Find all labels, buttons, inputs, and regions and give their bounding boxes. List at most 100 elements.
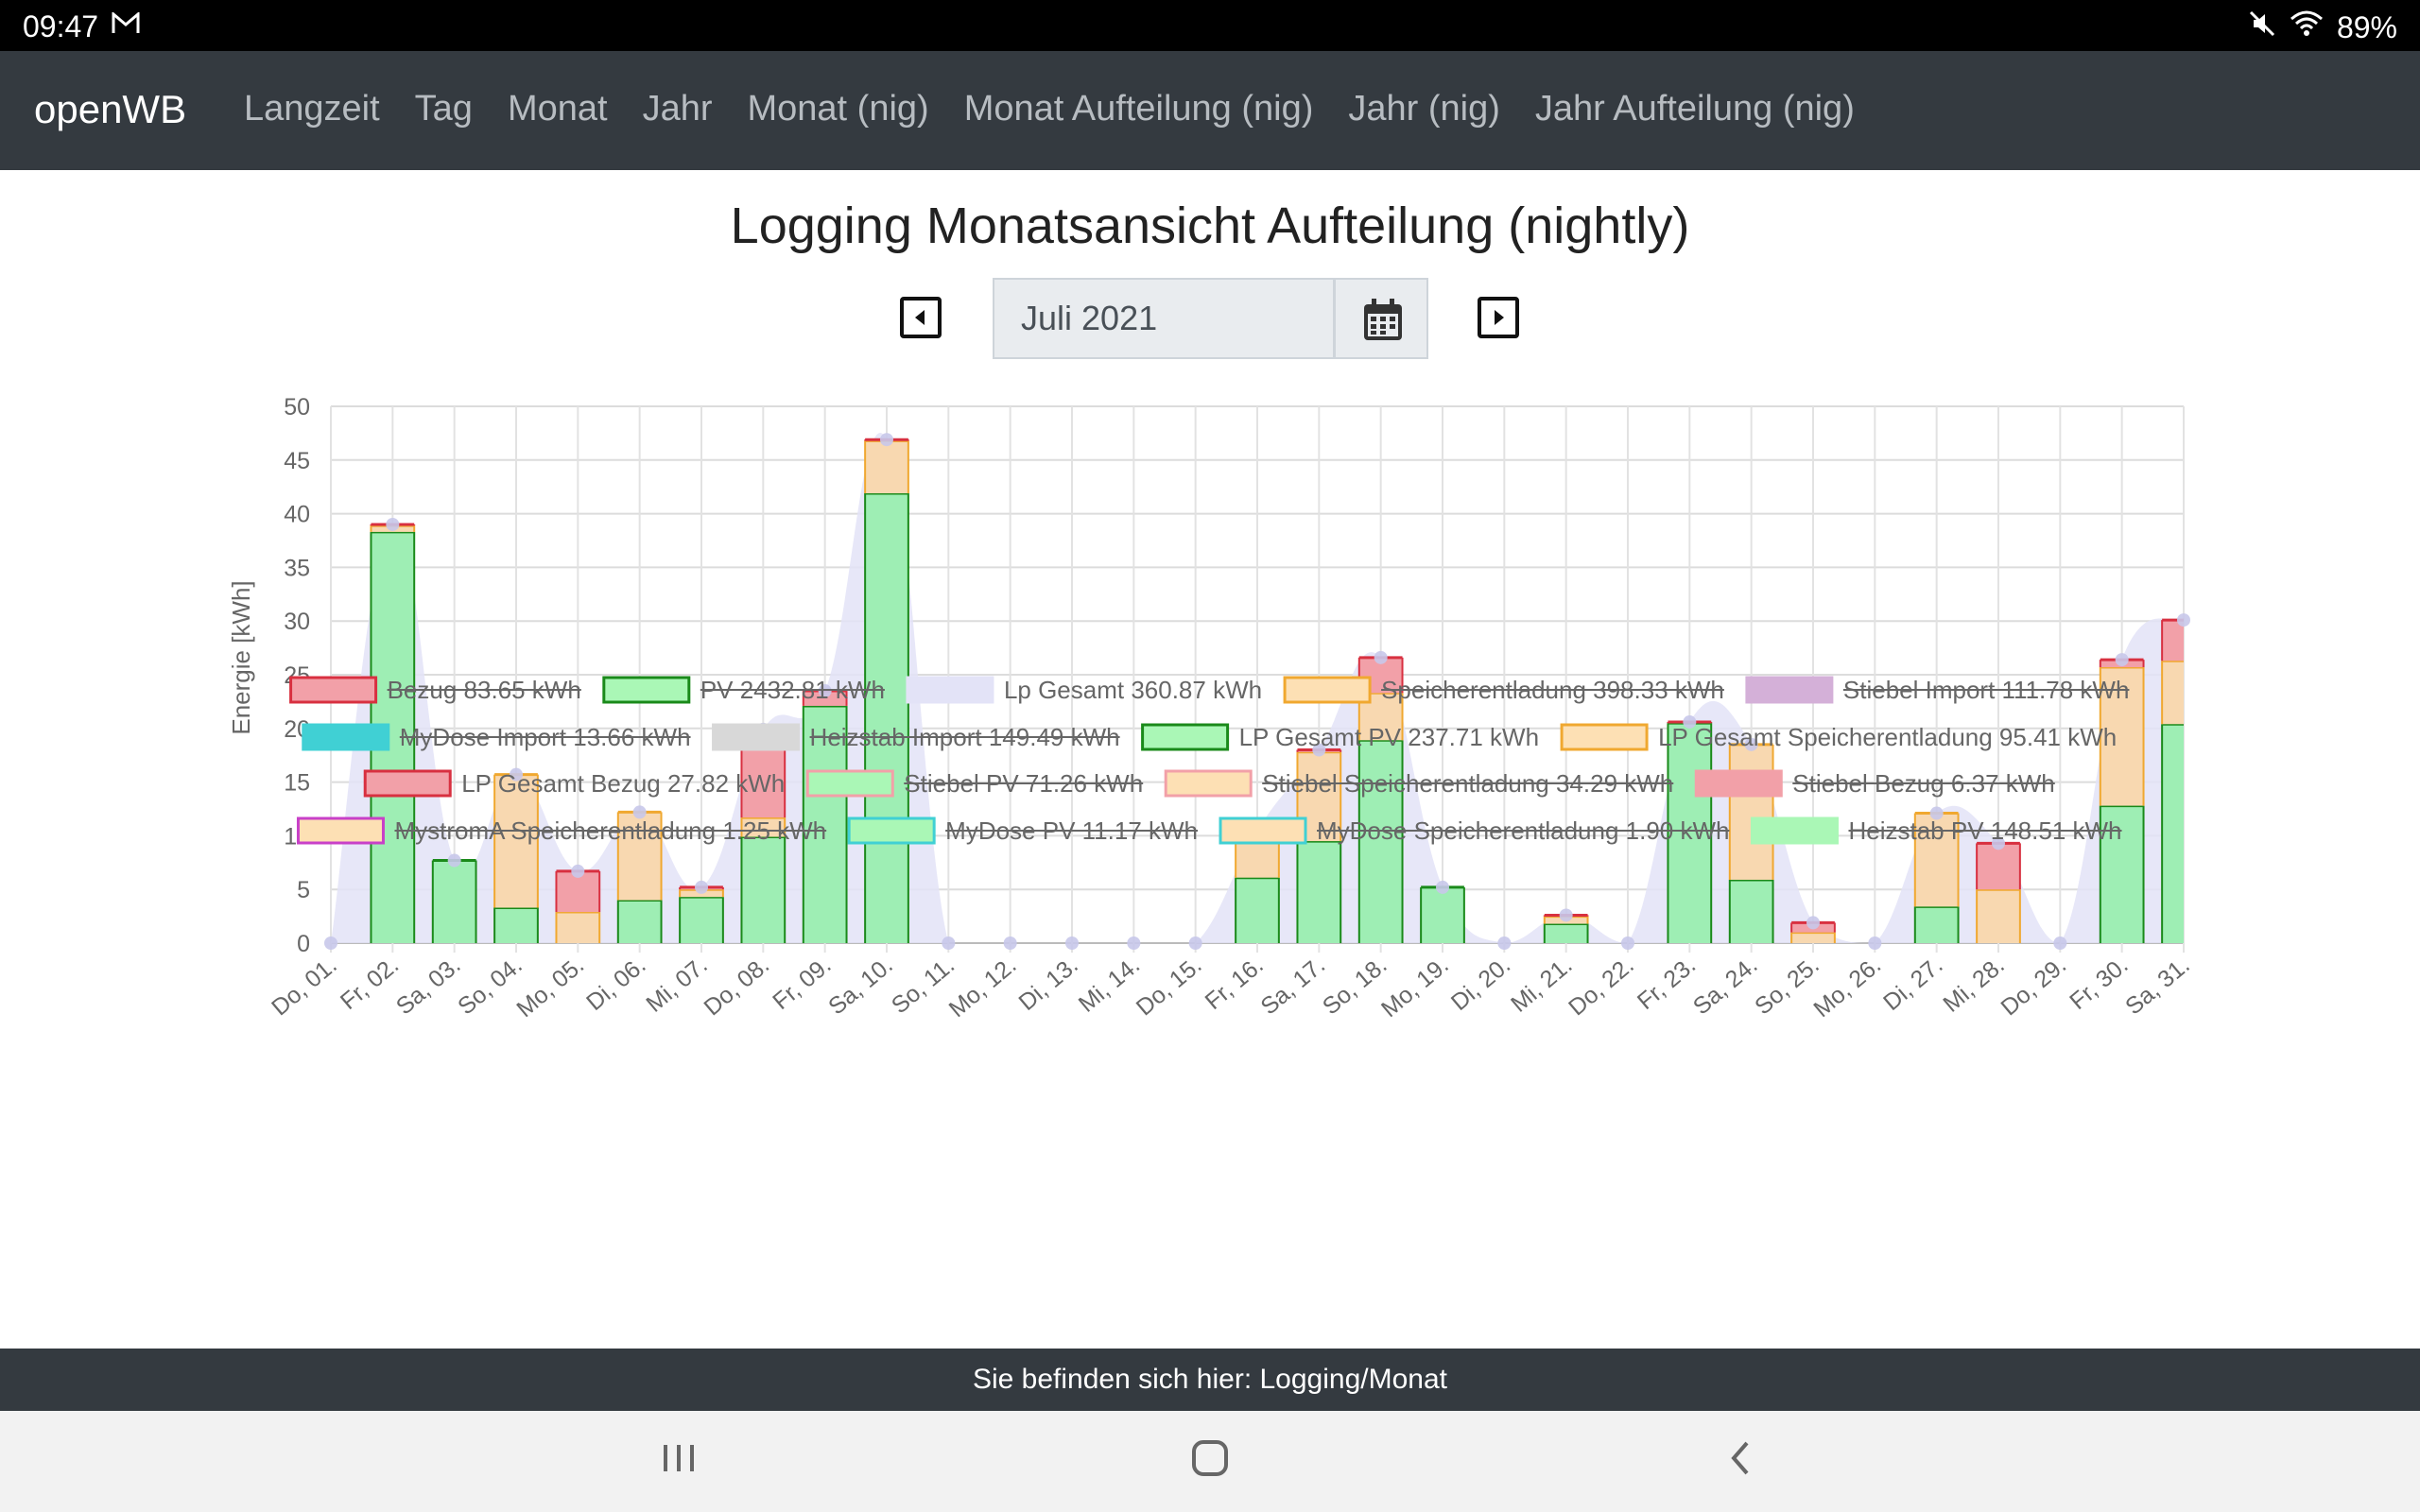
legend-item[interactable]: MystromA Speicherentladung 1.25 kWh bbox=[296, 816, 827, 845]
bar-lp-pv bbox=[741, 836, 786, 943]
bar-lp-pv bbox=[1544, 923, 1588, 943]
nav-link-tag[interactable]: Tag bbox=[414, 89, 473, 129]
lp-gesamt-point bbox=[2177, 613, 2190, 627]
legend-item[interactable]: Stiebel Speicherentladung 34.29 kWh bbox=[1164, 769, 1674, 798]
x-tick-label: So, 25. bbox=[1750, 952, 1824, 1020]
y-tick-label: 0 bbox=[297, 931, 310, 957]
legend-item[interactable]: LP Gesamt Bezug 27.82 kWh bbox=[363, 769, 785, 798]
month-input[interactable]: Juli 2021 bbox=[993, 278, 1335, 359]
legend-item[interactable]: LP Gesamt PV 237.71 kWh bbox=[1141, 723, 1539, 751]
x-tick-label: Sa, 31. bbox=[2120, 952, 2195, 1020]
bar-lp-pv bbox=[1914, 906, 1959, 943]
nav-link-monat[interactable]: Monat bbox=[507, 89, 608, 129]
recent-apps-button[interactable] bbox=[660, 1439, 698, 1482]
lp-gesamt-point bbox=[1497, 936, 1512, 950]
legend-swatch bbox=[363, 769, 452, 798]
legend-label: LP Gesamt Speicherentladung 95.41 kWh bbox=[1658, 723, 2117, 751]
next-month-button[interactable] bbox=[1478, 297, 1519, 338]
lp-gesamt-point bbox=[1312, 743, 1326, 757]
nav-link-monat-nig[interactable]: Monat (nig) bbox=[747, 89, 929, 129]
lp-gesamt-point bbox=[1065, 936, 1079, 950]
lp-gesamt-point bbox=[1559, 908, 1573, 922]
lp-gesamt-point bbox=[1436, 880, 1449, 894]
bar-lp-bezug bbox=[1977, 843, 2020, 890]
bar-lp-pv bbox=[1421, 886, 1464, 943]
energy-chart: 05101520253035404550 Do, 01.Fr, 02.Sa, 0… bbox=[227, 394, 2195, 1022]
bar-lp-pv bbox=[1729, 879, 1773, 943]
bar-lp-pv bbox=[1236, 877, 1279, 943]
bar-lp-speicher bbox=[1729, 744, 1773, 880]
legend-item[interactable]: PV 2432.81 kWh bbox=[602, 676, 885, 704]
lp-gesamt-area bbox=[331, 432, 2184, 944]
legend-item[interactable]: Lp Gesamt 360.87 kWh bbox=[906, 676, 1262, 704]
x-tick-label: Mi, 28. bbox=[1938, 952, 2009, 1018]
x-tick-label: Do, 01. bbox=[267, 952, 342, 1021]
x-tick-label: Di, 13. bbox=[1014, 952, 1083, 1016]
legend-item[interactable]: Stiebel PV 71.26 kWh bbox=[805, 769, 1144, 798]
lp-gesamt-point bbox=[1374, 650, 1388, 664]
lp-gesamt-point bbox=[695, 880, 708, 894]
calendar-button[interactable] bbox=[1334, 278, 1428, 359]
bar-lp-speicher bbox=[741, 817, 786, 837]
y-tick-label: 5 bbox=[297, 877, 310, 903]
month-selector: Juli 2021 bbox=[0, 278, 2420, 359]
nav-link-jahr[interactable]: Jahr bbox=[642, 89, 713, 129]
x-tick-label: Do, 29. bbox=[1996, 952, 2071, 1021]
lp-gesamt-point bbox=[2053, 936, 2067, 950]
x-tick-label: Di, 06. bbox=[581, 952, 650, 1016]
back-icon bbox=[1731, 1441, 1749, 1475]
legend-item[interactable]: MyDose Speicherentladung 1.90 kWh bbox=[1219, 816, 1730, 845]
lp-gesamt-point bbox=[1188, 936, 1202, 950]
bar-lp-bezug bbox=[556, 870, 600, 913]
bar-lp-pv bbox=[2100, 805, 2144, 943]
bar-lp-pv bbox=[1358, 740, 1403, 943]
x-tick-label: Mo, 12. bbox=[944, 952, 1022, 1022]
legend-swatch bbox=[602, 676, 691, 704]
x-tick-label: Fr, 23. bbox=[1633, 952, 1701, 1015]
legend-swatch bbox=[1750, 816, 1839, 845]
brand-logo[interactable]: openWB bbox=[34, 87, 187, 131]
caret-right-icon bbox=[1495, 310, 1504, 325]
legend-swatch bbox=[296, 816, 385, 845]
lp-gesamt-area-path bbox=[331, 432, 2184, 944]
x-tick-label: Fr, 30. bbox=[2065, 952, 2133, 1015]
legend-item[interactable]: Heizstab Import 149.49 kWh bbox=[712, 723, 1120, 751]
legend-item[interactable]: MyDose Import 13.66 kWh bbox=[302, 723, 691, 751]
bar-lp-speicher bbox=[556, 912, 600, 943]
battery-level: 89% bbox=[2336, 9, 2397, 44]
status-bar: 09:47 89% bbox=[0, 0, 2420, 51]
bar-lp-pv bbox=[2162, 724, 2184, 943]
home-icon bbox=[1192, 1440, 1228, 1476]
nav-link-jahr-nig[interactable]: Jahr (nig) bbox=[1348, 89, 1500, 129]
legend-item[interactable]: LP Gesamt Speicherentladung 95.41 kWh bbox=[1560, 723, 2117, 751]
nav-link-langzeit[interactable]: Langzeit bbox=[244, 89, 380, 129]
legend-item[interactable]: MyDose PV 11.17 kWh bbox=[847, 816, 1199, 845]
legend-item[interactable]: Heizstab PV 148.51 kWh bbox=[1750, 816, 2122, 845]
bar-lp-speicher bbox=[865, 440, 908, 494]
lp-gesamt-point bbox=[447, 853, 461, 868]
mute-icon bbox=[2248, 9, 2276, 45]
lp-gesamt-point bbox=[1929, 806, 1944, 820]
legend-swatch bbox=[1745, 676, 1834, 704]
x-tick-label: Do, 15. bbox=[1132, 952, 1207, 1021]
page-title: Logging Monatsansicht Aufteilung (nightl… bbox=[730, 198, 1690, 254]
lp-gesamt-point bbox=[942, 936, 956, 950]
bar-lp-pv bbox=[1297, 841, 1341, 943]
bar-lp-speicher bbox=[617, 812, 662, 901]
nav-link-monat-aufteilung-nig[interactable]: Monat Aufteilung (nig) bbox=[963, 89, 1314, 129]
previous-month-button[interactable] bbox=[900, 297, 942, 338]
y-tick-label: 45 bbox=[284, 448, 310, 474]
legend-item[interactable]: Stiebel Import 111.78 kWh bbox=[1745, 676, 2130, 704]
home-button[interactable] bbox=[1191, 1439, 1229, 1482]
lp-gesamt-point bbox=[324, 936, 337, 950]
nav-link-jahr-aufteilung-nig[interactable]: Jahr Aufteilung (nig) bbox=[1534, 89, 1855, 129]
x-tick-label: Sa, 24. bbox=[1688, 952, 1763, 1020]
x-tick-label: So, 04. bbox=[453, 952, 527, 1020]
wifi-icon bbox=[2290, 9, 2324, 45]
lp-gesamt-point bbox=[2115, 653, 2129, 667]
back-button[interactable] bbox=[1722, 1439, 1760, 1482]
legend-item[interactable]: Bezug 83.65 kWh bbox=[289, 676, 581, 704]
legend-item[interactable]: Stiebel Bezug 6.37 kWh bbox=[1694, 769, 2055, 798]
lp-gesamt-point bbox=[1621, 936, 1634, 950]
legend-item[interactable]: Speicherentladung 398.33 kWh bbox=[1283, 676, 1724, 704]
